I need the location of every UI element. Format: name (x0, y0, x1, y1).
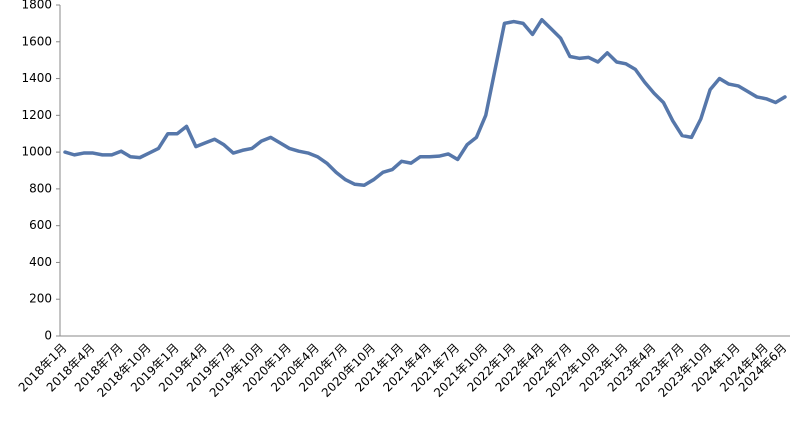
y-tick-label: 400 (29, 255, 52, 269)
y-tick-label: 1000 (21, 145, 52, 159)
y-tick-label: 1800 (21, 0, 52, 12)
y-tick-label: 1400 (21, 71, 52, 85)
y-tick-label: 0 (44, 329, 52, 343)
y-tick-label: 1600 (21, 34, 52, 48)
y-tick-label: 800 (29, 181, 52, 195)
y-tick-label: 1200 (21, 108, 52, 122)
y-tick-label: 600 (29, 218, 52, 232)
series-line (63, 17, 787, 187)
y-tick-label: 200 (29, 292, 52, 306)
